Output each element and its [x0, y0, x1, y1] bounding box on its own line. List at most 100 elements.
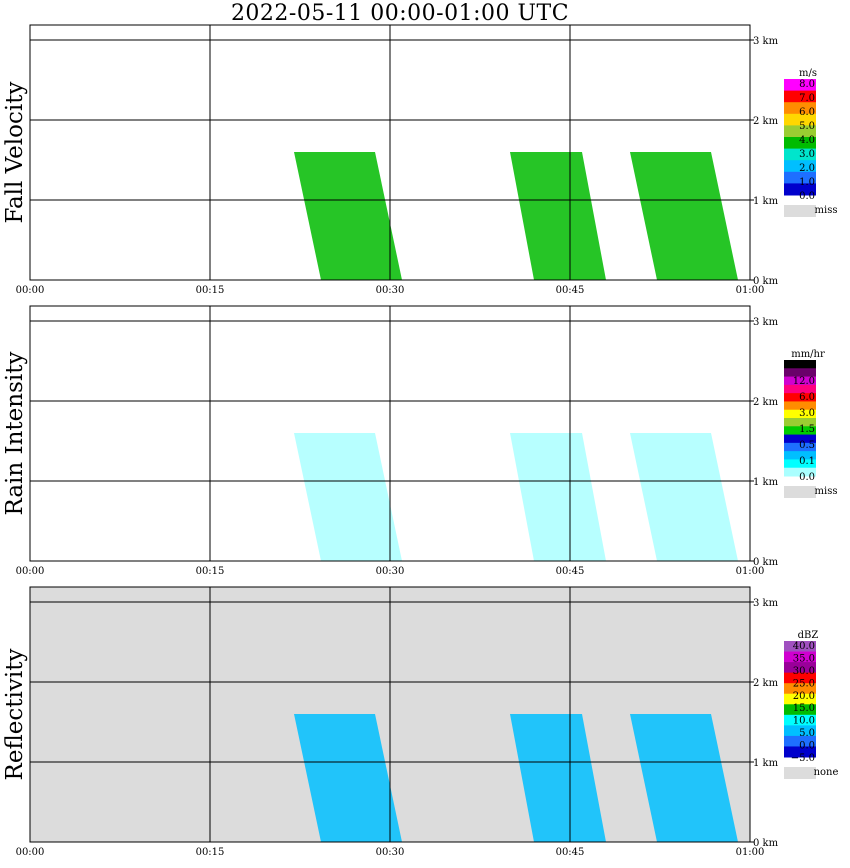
legend-swatch: [784, 704, 816, 716]
legend-unit: mm/hr: [791, 349, 825, 360]
legend-label: 10.0: [793, 716, 815, 727]
legend-swatch: [784, 409, 816, 419]
legend-swatch: [784, 79, 816, 92]
legend-label: 12.0: [793, 376, 815, 387]
legend-label: 30.0: [793, 666, 815, 677]
legend-label-missing: miss: [815, 486, 838, 497]
x-tick-label: 00:00: [16, 847, 45, 858]
legend-swatch: [784, 148, 816, 161]
x-tick-label: 01:00: [736, 847, 765, 858]
legend-label-missing: none: [814, 767, 839, 778]
legend-label: 5.0: [799, 728, 815, 739]
legend-swatch: [784, 393, 816, 402]
legend-label: 4.0: [799, 135, 815, 146]
x-tick-label: 00:30: [376, 566, 405, 577]
legend-swatch: [784, 360, 816, 369]
x-tick-label: 00:45: [556, 847, 585, 858]
legend-label: 1.5: [799, 424, 815, 435]
legend-label: 0.0: [799, 472, 815, 483]
y-axis-label: Reflectivity: [2, 649, 28, 781]
legend-label: 8.0: [799, 79, 815, 90]
precip-band-3: [630, 433, 738, 561]
legend-swatch: [784, 672, 816, 684]
y-tick-label: 0 km: [753, 838, 779, 849]
legend-swatch: [784, 368, 816, 378]
precip-band-2: [510, 433, 606, 561]
legend-swatch: [784, 434, 816, 444]
legend-swatch: [784, 662, 816, 674]
x-tick-label: 00:45: [556, 566, 585, 577]
y-tick-label: 0 km: [753, 557, 779, 568]
legend-swatch: [784, 384, 816, 394]
precip-band-2: [510, 152, 606, 280]
x-tick-label: 01:00: [736, 566, 765, 577]
legend-swatch: [784, 171, 816, 184]
panel-1: 00:00 00:15 00:30 00:45 01:000 km 1 km 2 km 3 k…: [2, 24, 837, 296]
precip-band-2: [510, 714, 606, 842]
legend-label: 25.0: [793, 678, 815, 689]
legend-label: 7.0: [799, 93, 815, 104]
panel-3: 00:00 00:15 00:30 00:45 01:000 km 1 km 2 km 3 k…: [2, 586, 838, 858]
legend-swatch: [784, 451, 816, 460]
legend-label: 15.0: [793, 703, 815, 714]
panel-2: 00:00 00:15 00:30 00:45 01:000 km 1 km 2 km 3 k…: [2, 305, 837, 577]
legend-swatch: [784, 714, 816, 726]
precip-band-1: [294, 433, 402, 561]
x-tick-label: 00:15: [196, 285, 225, 296]
y-tick-label: 3 km: [753, 36, 779, 47]
y-tick-label: 3 km: [753, 317, 779, 328]
legend-swatch: [784, 651, 816, 663]
legend-label: 48.0: [793, 360, 815, 371]
legend-label: 6.0: [799, 107, 815, 118]
x-tick-label: 00:15: [196, 566, 225, 577]
x-tick-label: 00:00: [16, 566, 45, 577]
x-tick-label: 00:00: [16, 285, 45, 296]
legend-label: −5.0: [791, 753, 815, 764]
legend-unit: dBZ: [798, 630, 819, 641]
legend-swatch: [784, 641, 816, 653]
y-tick-label: 3 km: [753, 598, 779, 609]
legend-label: 0.1: [799, 456, 815, 467]
legend-label: 2.0: [799, 163, 815, 174]
precip-band-3: [630, 714, 738, 842]
y-tick-label: 1 km: [753, 477, 779, 488]
legend-swatch: [784, 735, 816, 747]
legend-swatch-missing: [784, 767, 816, 779]
legend-label: 6.0: [799, 392, 815, 403]
legend-label: 0.5: [799, 440, 815, 451]
y-tick-label: 2 km: [753, 397, 779, 408]
x-tick-label: 00:15: [196, 847, 225, 858]
y-tick-label: 1 km: [753, 196, 779, 207]
y-axis-label: Fall Velocity: [2, 82, 28, 224]
x-tick-label: 00:45: [556, 285, 585, 296]
y-tick-label: 0 km: [753, 276, 779, 287]
legend-swatch: [784, 426, 816, 436]
y-tick-label: 2 km: [753, 116, 779, 127]
legend-swatch: [784, 137, 816, 150]
legend-swatch-missing: [784, 205, 816, 217]
legend-swatch: [784, 442, 816, 452]
legend-label: 40.0: [793, 641, 815, 652]
legend-swatch: [784, 746, 816, 758]
legend-swatch: [784, 183, 816, 196]
legend-swatch: [784, 102, 816, 115]
legend-label: 3.0: [799, 149, 815, 160]
precip-band-1: [294, 714, 402, 842]
legend-label: 0.0: [799, 191, 815, 202]
legend-swatch-missing: [784, 486, 816, 498]
y-tick-label: 1 km: [753, 758, 779, 769]
legend-unit: m/s: [799, 68, 817, 79]
y-tick-label: 2 km: [753, 678, 779, 689]
legend-swatch: [784, 418, 816, 427]
chart-title: 2022-05-11 00:00-01:00 UTC: [230, 1, 570, 26]
legend-swatch: [784, 90, 816, 103]
x-tick-label: 00:30: [376, 285, 405, 296]
y-axis-label: Rain Intensity: [2, 351, 28, 515]
precip-band-1: [294, 152, 402, 280]
legend-swatch: [784, 725, 816, 737]
precip-band-3: [630, 152, 738, 280]
